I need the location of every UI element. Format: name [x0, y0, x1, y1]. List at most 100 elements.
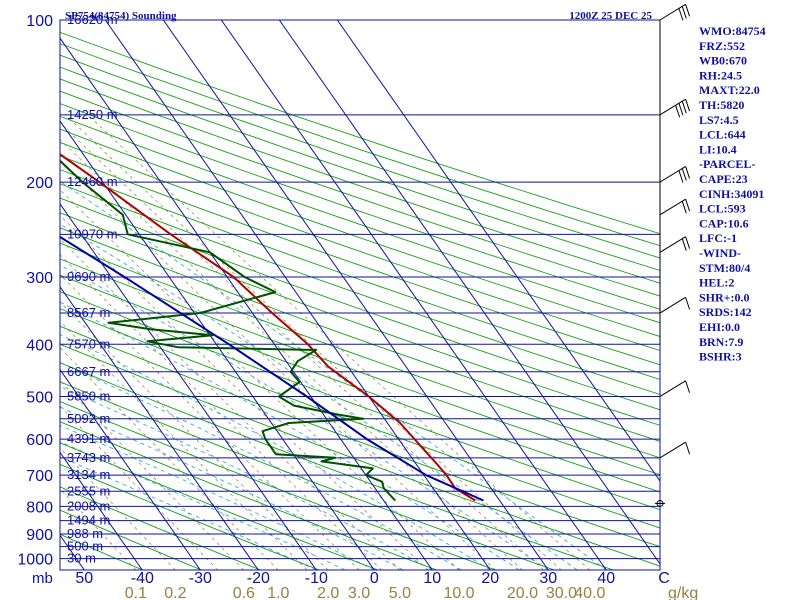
mixing-ratio-tick-label: 2.0 [317, 585, 339, 600]
moist-adiabat--5 [60, 441, 346, 570]
mixing-ratio-tick-label: 0.1 [125, 585, 147, 600]
index-entry: BRN:7.9 [699, 335, 743, 349]
height-label: 14250 m [67, 107, 118, 122]
pressure-tick-label: 400 [26, 337, 53, 354]
index-entry: -WIND- [699, 246, 741, 260]
dry-adiabat-370 [60, 258, 660, 476]
dry-adiabat-450 [60, 141, 660, 351]
index-entry: LCL:593 [699, 202, 746, 216]
dry-adiabat-240 [60, 509, 202, 570]
index-entry: LS7:4.5 [699, 113, 739, 127]
isotherm-0 [60, 120, 375, 570]
parcel-profile [60, 235, 484, 502]
moist-adiabat-40 [60, 181, 607, 570]
temperature-tick-label: -20 [247, 570, 270, 587]
pressure-tick-label: 200 [26, 175, 53, 192]
dry-adiabat-510 [60, 66, 660, 271]
temperature-tick-label: -10 [305, 570, 328, 587]
dry-adiabat-310 [60, 362, 614, 570]
mixing-ratio-tick-label: 0.2 [164, 585, 186, 600]
wind-barb [659, 3, 691, 21]
dry-adiabat-440 [60, 155, 660, 366]
dry-adiabat-290 [60, 400, 496, 570]
wind-barb [659, 98, 691, 118]
wind-barb [659, 441, 691, 459]
sounding-profiles [60, 153, 484, 502]
height-label: 4391 m [67, 431, 110, 446]
temperature-tick-label: 40 [597, 570, 615, 587]
dry-adiabat-260 [60, 463, 320, 570]
stability-indices: WMO:84754FRZ:552WB0:670RH:24.5MAXT:22.0T… [699, 24, 766, 364]
index-entry: WMO:84754 [699, 24, 766, 38]
height-label: 12460 m [67, 174, 118, 189]
temperature-tick-label: -30 [189, 570, 212, 587]
height-label: 3743 m [67, 450, 110, 465]
pressure-axis-label: mb [32, 570, 53, 587]
mixing-ratio-line-4 [60, 254, 383, 570]
dry-adiabat-480 [60, 103, 660, 310]
height-label: 10970 m [67, 226, 118, 241]
height-label: 6667 m [67, 364, 110, 379]
dry-adiabat-470 [60, 115, 660, 324]
pressure-tick-label: 800 [26, 499, 53, 516]
moist-adiabat-0 [60, 424, 375, 570]
dry-adiabat-430 [60, 169, 660, 380]
wind-barb [659, 380, 691, 397]
dry-adiabat-280 [60, 421, 438, 570]
mixing-ratio-tick-label: 3.0 [348, 585, 370, 600]
index-entry: FRZ:552 [699, 39, 745, 53]
dry-adiabats [60, 31, 660, 570]
dry-adiabat-410 [60, 197, 660, 411]
dry-adiabat-390 [60, 227, 660, 442]
height-label: 16620 m [67, 12, 118, 27]
dry-adiabat-360 [60, 274, 660, 493]
index-entry: MAXT:22.0 [699, 83, 760, 97]
moist-adiabat-5 [60, 406, 404, 570]
dry-adiabat-490 [60, 90, 660, 297]
valid-time: 1200Z 25 DEC 25 [569, 10, 652, 22]
index-entry: LI:10.4 [699, 142, 737, 156]
dry-adiabat-270 [60, 442, 379, 570]
isotherms [0, 20, 660, 570]
mixing-ratio-tick-label: 20.0 [507, 585, 538, 600]
height-label: 5850 m [67, 388, 110, 403]
index-entry: RH:24.5 [699, 68, 742, 82]
height-label: 8567 m [67, 305, 110, 320]
temperature-profile [60, 153, 476, 502]
height-label: 988 m [67, 526, 103, 541]
height-label: 2008 m [67, 498, 110, 513]
temperature-tick-label: C [658, 570, 670, 587]
height-labels: 16620 m 14250 m 12460 m 10970 m 9690 m 8567 m… [67, 12, 118, 566]
dry-adiabat-380 [60, 242, 660, 459]
index-entry: CAPE:23 [699, 172, 748, 186]
pressure-tick-label: 100 [26, 13, 53, 30]
isotherm--30 [60, 368, 201, 570]
dry-adiabat-420 [60, 183, 660, 395]
dry-adiabat-530 [60, 43, 660, 247]
index-entry: SRDS:142 [699, 305, 752, 319]
isotherm--60 [0, 20, 26, 570]
mixing-ratio-tick-label: 1.0 [267, 585, 289, 600]
dewpoint-profile [60, 159, 396, 502]
isotherm-50 [278, 20, 660, 565]
height-label: 5092 m [67, 411, 110, 426]
temperature-tick-label: -40 [131, 570, 154, 587]
index-entry: LFC:-1 [699, 231, 737, 245]
mixing-ratio-tick-label: 5.0 [389, 585, 411, 600]
pressure-tick-label: 300 [26, 270, 53, 287]
moist-adiabat-35 [60, 223, 578, 570]
mixing-ratio-line-25 [60, 122, 544, 570]
wind-barb [659, 198, 691, 216]
isotherm--10 [60, 202, 317, 570]
isotherm-30 [162, 20, 549, 570]
wind-barbs [655, 3, 691, 507]
mixing-ratio-axis: 0.1 0.2 0.6 1.0 2.0 3.0 5.0 10.0 20.0 30.040.0 g/k… [125, 585, 699, 600]
temperature-axis: 50 -40 -30 -20 -10 0 10 20 30 40 C [75, 570, 669, 587]
temperature-tick-label: 0 [370, 570, 379, 587]
pressure-tick-label: 900 [26, 527, 53, 544]
height-label: 2555 m [67, 483, 110, 498]
index-entry: CINH:34091 [699, 187, 764, 201]
dry-adiabat-400 [60, 212, 660, 426]
chart-header: SP754(84754) Sounding 1200Z 25 DEC 25 [65, 10, 652, 22]
